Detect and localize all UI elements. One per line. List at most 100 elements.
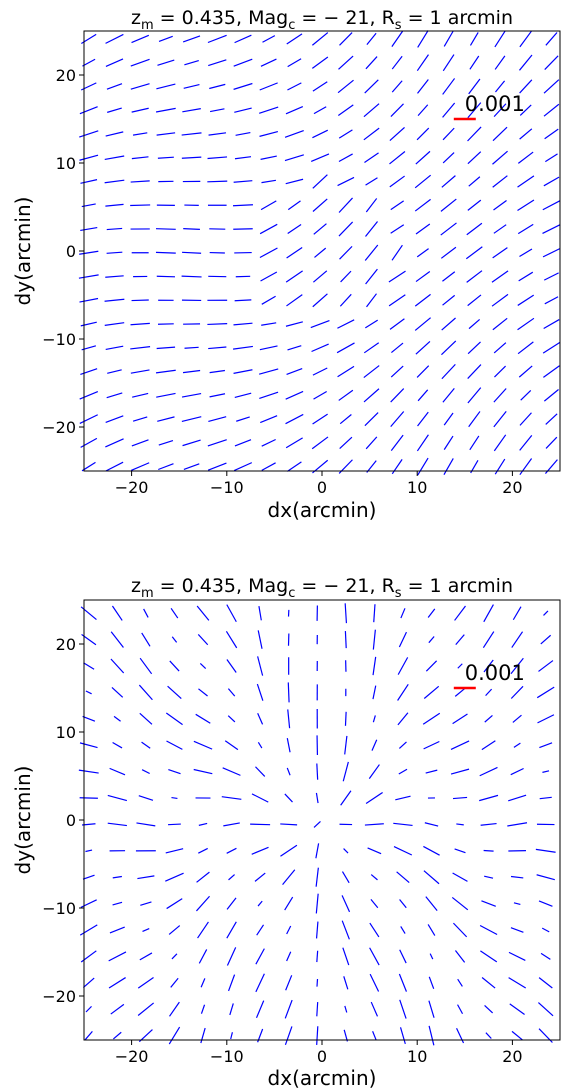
vector-stick xyxy=(417,79,429,94)
x-tick-label: −10 xyxy=(210,1047,244,1066)
vector-stick xyxy=(364,319,379,329)
vector-stick xyxy=(285,390,304,400)
vector-stick xyxy=(287,82,302,91)
vector-stick xyxy=(131,439,149,447)
vector-stick xyxy=(442,78,456,95)
vector-stick xyxy=(390,224,405,234)
vector-stick xyxy=(234,439,252,447)
vector-stick xyxy=(79,154,99,161)
y-tick-label: −20 xyxy=(42,987,76,1006)
vector-stick xyxy=(251,846,269,855)
vector-stick xyxy=(168,1026,181,1045)
vector-stick xyxy=(111,605,123,621)
vector-stick xyxy=(423,870,440,885)
y-axis-label: dy(arcmin) xyxy=(11,197,35,306)
vector-stick xyxy=(520,390,532,401)
vector-stick xyxy=(181,132,202,136)
vector-stick xyxy=(286,247,303,259)
vector-stick xyxy=(417,457,429,476)
vector-stick xyxy=(427,924,436,936)
vector-stick xyxy=(442,54,455,72)
vector-stick xyxy=(79,106,98,115)
x-tick-label: 10 xyxy=(407,478,427,497)
vector-stick xyxy=(181,156,202,159)
vector-stick xyxy=(416,248,429,258)
vector-stick xyxy=(234,156,252,160)
vector-stick xyxy=(469,55,480,70)
vector-stick xyxy=(105,203,124,207)
vector-stick xyxy=(543,176,560,187)
vector-stick xyxy=(80,179,98,184)
vector-stick xyxy=(259,223,278,235)
vector-stick xyxy=(423,740,440,750)
vector-stick xyxy=(284,896,294,911)
vector-stick xyxy=(513,742,521,748)
vector-stick xyxy=(155,107,176,113)
vector-stick xyxy=(389,126,405,141)
vector-stick xyxy=(113,715,121,722)
vector-stick xyxy=(366,32,377,45)
vector-stick xyxy=(228,874,235,881)
vector-stick xyxy=(310,319,330,329)
vector-stick xyxy=(457,663,463,669)
vector-stick xyxy=(479,924,498,936)
vector-stick xyxy=(310,153,330,163)
vector-stick xyxy=(442,294,456,306)
vector-stick xyxy=(443,458,454,476)
vector-stick xyxy=(315,867,319,887)
vector-stick xyxy=(340,270,352,283)
vector-stick xyxy=(105,131,124,137)
vector-stick xyxy=(415,223,431,235)
vector-stick xyxy=(104,155,125,161)
vector-stick xyxy=(512,606,522,621)
vector-stick xyxy=(340,790,352,806)
vector-stick xyxy=(483,659,494,673)
vector-stick xyxy=(494,30,506,48)
vector-stick xyxy=(492,247,508,259)
vector-stick xyxy=(105,438,124,448)
vector-stick xyxy=(363,127,380,141)
vector-stick xyxy=(80,227,98,231)
vector-stick xyxy=(157,59,175,66)
x-tick-label: 20 xyxy=(502,1047,522,1066)
vector-stick xyxy=(454,950,466,963)
vector-stick xyxy=(282,869,296,885)
vector-stick xyxy=(400,926,406,934)
vector-stick xyxy=(171,636,178,643)
vector-stick xyxy=(414,317,431,331)
vector-stick xyxy=(467,294,482,307)
vector-stick xyxy=(105,275,124,278)
vector-stick xyxy=(416,54,429,72)
vector-stick xyxy=(165,872,184,882)
vector-stick xyxy=(315,843,320,859)
vector-stick xyxy=(183,228,200,230)
vector-stick xyxy=(227,688,236,697)
vector-stick xyxy=(139,712,153,725)
vector-stick xyxy=(259,247,278,259)
vector-stick xyxy=(517,175,535,188)
vector-stick xyxy=(260,415,278,424)
vector-stick xyxy=(182,35,201,43)
vector-stick xyxy=(481,900,496,907)
vector-stick xyxy=(467,126,482,142)
vector-stick xyxy=(365,56,378,70)
vector-stick xyxy=(287,58,302,68)
vector-stick xyxy=(390,388,405,403)
vector-stick xyxy=(370,1001,379,1017)
vector-stick xyxy=(316,1026,319,1045)
vector-stick xyxy=(137,977,154,989)
vector-stick xyxy=(208,59,227,67)
y-tick-label: 0 xyxy=(66,811,76,830)
vector-stick xyxy=(284,154,304,162)
vector-stick xyxy=(417,411,429,427)
vector-stick xyxy=(85,690,92,695)
vector-stick xyxy=(170,977,179,988)
vector-stick xyxy=(182,439,201,447)
vector-stick xyxy=(316,1002,319,1017)
vector-stick xyxy=(260,271,278,282)
vector-stick xyxy=(343,848,349,854)
vector-stick xyxy=(466,270,483,283)
vector-stick xyxy=(484,1004,494,1014)
vector-stick xyxy=(106,251,123,254)
vector-stick xyxy=(182,108,201,113)
